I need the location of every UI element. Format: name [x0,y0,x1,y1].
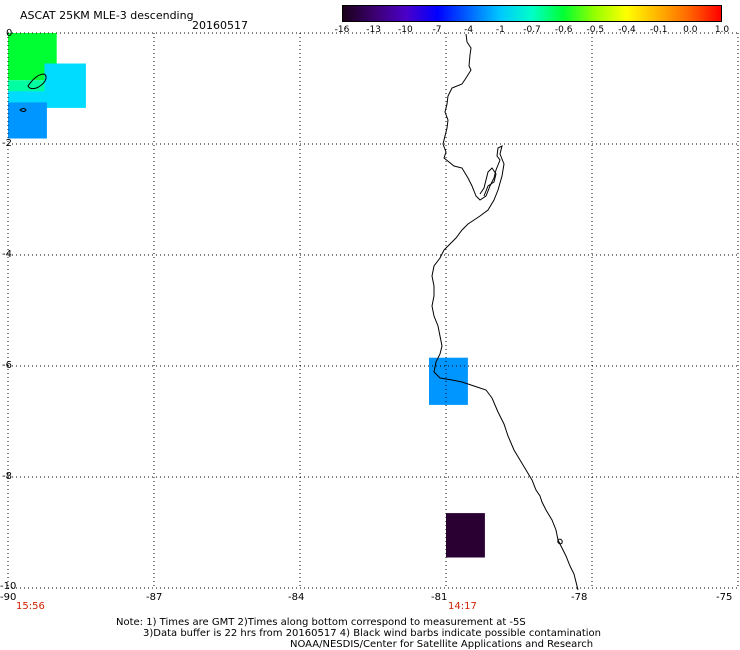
time-label-middle: 14:17 [448,601,477,612]
island-galapagos-small [19,108,27,112]
y-tick-label: -6 [2,360,12,371]
y-tick-label: -10 [0,581,17,592]
colorbar-tick-label: 0.0 [683,25,698,35]
colorbar-tick-label: -0.7 [523,25,541,35]
x-tick-label: -78 [571,592,588,603]
x-tick-label: -90 [0,592,17,603]
note-line-3: NOAA/NESDIS/Center for Satellite Applica… [290,639,594,650]
wind-cells [8,33,485,558]
colorbar-tick-label: -4 [464,25,474,35]
colorbar-tick-label: -7 [432,25,442,35]
coastline-south-america [431,33,579,591]
y-tick-label: -8 [2,471,12,482]
time-label-left: 15:56 [16,601,45,612]
map-frame [8,33,738,588]
x-tick-label: -81 [431,592,448,603]
wind-cell [8,91,45,103]
wind-cell [8,102,47,139]
y-tick-label: -2 [2,138,12,149]
coastline-gulf-detail [479,167,497,197]
colorbar-tick-label: -10 [397,25,413,35]
wind-cell [44,63,86,108]
wind-cell [429,357,468,405]
x-tick-label: -75 [716,592,733,603]
colorbar-tick-label: -0.4 [618,25,636,35]
colorbar-tick-label: -0.6 [554,25,573,35]
colorbar-tick-label: -16 [334,25,350,35]
y-tick-label: 0 [6,28,13,39]
island-near-coast [557,538,563,545]
y-tick-label: -4 [2,249,12,260]
colorbar-tick-label: -13 [366,25,381,35]
note-line-1: Note: 1) Times are GMT 2)Times along bot… [116,617,526,628]
x-tick-label: -84 [288,592,305,603]
colorbar-tick-label: -0.5 [586,25,605,35]
map-title: ASCAT 25KM MLE-3 descending [20,9,194,22]
coastline [19,33,579,591]
colorbar-tick-label: 1.0 [714,25,730,35]
note-line-2: 3)Data buffer is 22 hrs from 20160517 4)… [143,628,601,639]
island-galapagos-isabela [27,73,47,90]
colorbar-tick-label: -0.1 [649,25,668,35]
colorbar [342,5,722,22]
x-tick-label: -87 [146,592,163,603]
map-grid [7,32,739,589]
colorbar-tick-label: -1 [495,25,505,35]
wind-cell [446,513,485,558]
map-date: 20160517 [192,19,248,32]
